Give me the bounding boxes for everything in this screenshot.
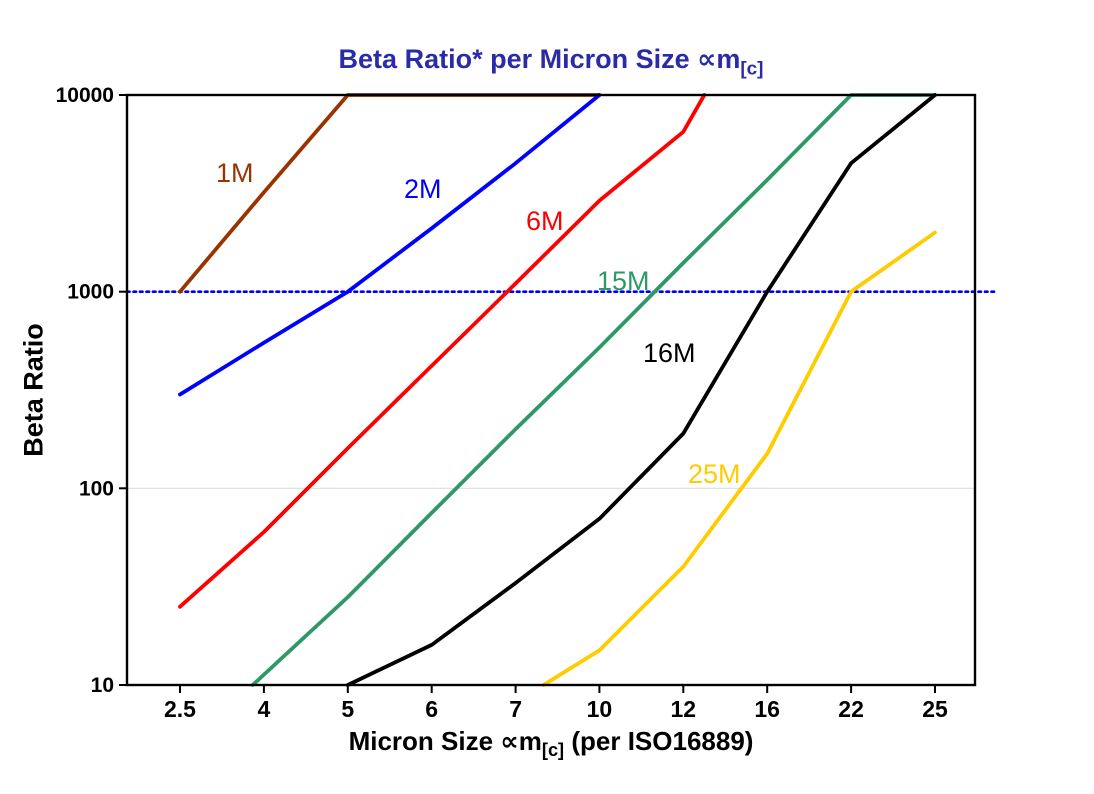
x-tick-label: 25: [922, 696, 948, 722]
x-axis-title-subscript: [c]: [541, 740, 565, 761]
series-label-16M: 16M: [643, 338, 696, 368]
x-axis-title: Micron Size ∝m[c] (per ISO16889): [127, 726, 975, 761]
x-tick-label: 22: [838, 696, 864, 722]
series-label-6M: 6M: [526, 206, 564, 236]
chart-title-text: Beta Ratio* per Micron Size ∝m: [338, 44, 741, 74]
plot-border: [125, 93, 977, 687]
x-tick-label: 5: [341, 696, 354, 722]
y-tick-label: 1000: [67, 281, 114, 304]
series-line-25M: [541, 230, 937, 687]
x-tick-label: 12: [671, 696, 697, 722]
x-tick-label: 4: [258, 696, 271, 722]
series-label-1M: 1M: [216, 158, 254, 188]
chart-title-subscript: [c]: [740, 58, 764, 80]
series-label-15M: 15M: [597, 266, 650, 296]
series-label-2M: 2M: [404, 174, 442, 204]
series-label-25M: 25M: [688, 459, 741, 489]
x-axis-title-text: Micron Size ∝m: [348, 726, 542, 756]
x-axis-title-suffix: (per ISO16889): [564, 726, 754, 756]
series-line-16M: [345, 93, 937, 687]
x-tick-label: 7: [509, 696, 522, 722]
y-tick-label: 10: [91, 674, 114, 697]
series-line-15M: [250, 93, 937, 687]
series-line-6M: [178, 93, 707, 609]
x-tick-label: 2.5: [164, 696, 196, 722]
x-tick-label: 16: [754, 696, 780, 722]
series-line-2M: [178, 93, 602, 397]
y-tick-label: 100: [79, 477, 114, 500]
x-tick-label: 6: [425, 696, 438, 722]
y-tick-label: 10000: [56, 84, 114, 107]
x-tick-label: 10: [587, 696, 613, 722]
chart-title: Beta Ratio* per Micron Size ∝m[c]: [127, 44, 975, 80]
